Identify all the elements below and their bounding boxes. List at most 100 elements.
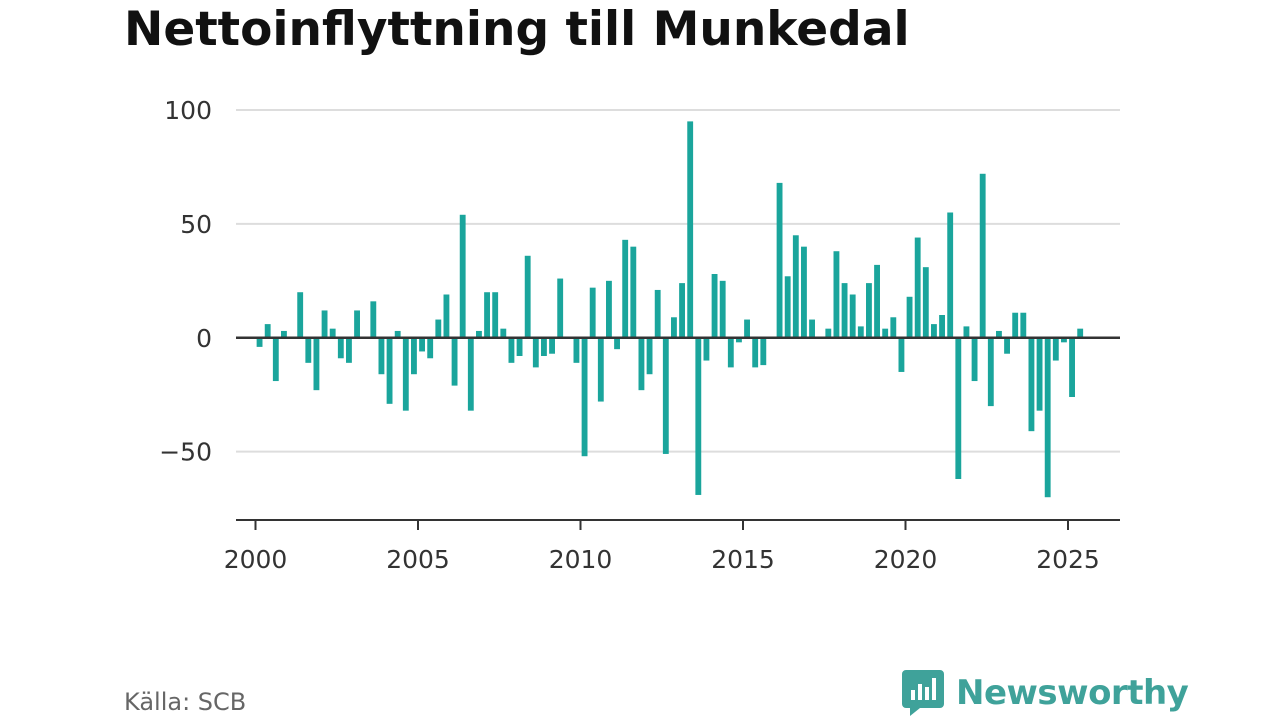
bar-2024-q3 (1052, 337, 1059, 361)
bar-2017-q4 (833, 251, 840, 338)
bar-2020-q1 (906, 296, 913, 338)
bar-2016-q3 (792, 235, 799, 338)
bar-2017-q1 (809, 319, 815, 338)
bar-2013-q4 (703, 337, 710, 361)
brand-name: Newsworthy (956, 673, 1189, 713)
bar-2019-q1 (874, 264, 880, 338)
bar-2000-q1 (256, 337, 263, 347)
bar-2008-q1 (516, 337, 523, 356)
bar-2019-q2 (882, 328, 889, 338)
bar-2005-q2 (427, 337, 434, 359)
bar-2007-q1 (484, 292, 490, 338)
bar-2002-q2 (329, 328, 336, 338)
bar-2013-q3 (695, 337, 702, 495)
bar-2006-q2 (459, 214, 466, 338)
bar-2020-q4 (931, 324, 937, 338)
bar-2007-q3 (500, 328, 507, 338)
bar-2005-q1 (419, 337, 425, 352)
tick-labels: −50 0 50 100 2000 2005 2010 2015 2020 2025 (159, 96, 1100, 574)
bar-2011-q2 (622, 239, 629, 338)
bar-2016-q4 (801, 246, 807, 338)
axes (236, 336, 1120, 530)
bar-2000-q4 (281, 330, 287, 338)
bar-2013-q2 (687, 121, 694, 338)
chart-title: Nettoinflyttning till Munkedal (124, 2, 910, 57)
bar-2006-q1 (451, 337, 458, 386)
bar-2022-q2 (979, 173, 986, 338)
bar-2008-q4 (541, 337, 547, 356)
source-note: Källa: SCB (124, 688, 247, 716)
y-tick-label: 0 (196, 324, 212, 353)
bar-2000-q3 (272, 337, 279, 382)
y-tick-label: −50 (159, 438, 212, 467)
bar-2013-q1 (679, 283, 685, 338)
x-tick-label: 2000 (224, 545, 288, 574)
bar-2021-q3 (955, 337, 962, 479)
x-tick-label: 2025 (1036, 545, 1100, 574)
bar-2007-q4 (508, 337, 515, 363)
bar-2019-q4 (898, 337, 905, 372)
bar-2019-q3 (890, 317, 897, 338)
bar-2008-q3 (532, 337, 539, 368)
bar-2021-q2 (947, 212, 954, 338)
bar-2017-q3 (825, 328, 832, 338)
bar-2008-q2 (524, 255, 531, 338)
bar-2018-q2 (849, 294, 856, 338)
bar-2018-q3 (857, 326, 864, 338)
bar-2023-q4 (1028, 337, 1035, 432)
bar-2014-q3 (727, 337, 734, 368)
bar-2002-q4 (346, 337, 352, 363)
bar-2009-q1 (549, 337, 555, 354)
bar-2020-q2 (914, 237, 921, 338)
brand-logo: Newsworthy (902, 670, 1189, 716)
bar-2004-q3 (402, 337, 409, 411)
bar-2023-q3 (1020, 312, 1027, 338)
bar-2024-q1 (1036, 337, 1043, 411)
bar-2003-q1 (354, 310, 360, 338)
bar-2010-q3 (597, 337, 604, 402)
bar-2023-q2 (1012, 312, 1019, 338)
y-tick-label: 50 (180, 210, 212, 239)
bar-2025-q1 (1069, 337, 1075, 397)
bar-2006-q4 (476, 330, 482, 338)
y-tick-label: 100 (164, 96, 212, 125)
bar-2022-q1 (971, 337, 978, 382)
bar-2022-q4 (996, 330, 1002, 338)
bar-2015-q2 (752, 337, 759, 368)
bar-2014-q1 (711, 274, 718, 338)
gridlines (236, 109, 1120, 453)
bar-2016-q1 (776, 182, 783, 338)
bar-2012-q1 (646, 337, 653, 375)
bar-2002-q3 (337, 337, 344, 359)
bar-2010-q2 (589, 287, 596, 338)
bar-2016-q2 (784, 276, 791, 338)
bar-2006-q3 (467, 337, 474, 411)
bars (256, 121, 1084, 498)
bar-2004-q2 (394, 330, 401, 338)
bar-2011-q1 (614, 337, 620, 350)
bar-2024-q2 (1044, 337, 1051, 498)
x-tick-label: 2010 (549, 545, 613, 574)
bar-2005-q4 (443, 294, 450, 338)
bar-2009-q2 (557, 278, 564, 338)
bar-2010-q1 (581, 337, 588, 457)
bar-2003-q4 (378, 337, 385, 375)
x-tick-label: 2020 (874, 545, 938, 574)
bar-2014-q4 (736, 337, 742, 343)
bar-2022-q3 (987, 337, 994, 407)
x-tick-label: 2005 (386, 545, 450, 574)
bar-2023-q1 (1004, 337, 1010, 354)
x-tick-label: 2015 (711, 545, 775, 574)
bar-2007-q2 (492, 292, 499, 338)
bar-2005-q3 (435, 319, 442, 338)
bar-2001-q2 (297, 292, 304, 338)
bar-2018-q4 (866, 283, 872, 338)
bar-2020-q3 (922, 267, 929, 338)
bar-2002-q1 (321, 310, 328, 338)
bar-2003-q3 (370, 301, 377, 338)
bar-2009-q4 (573, 337, 580, 363)
bar-2012-q4 (671, 317, 677, 338)
bar-2025-q2 (1077, 328, 1084, 338)
bar-2011-q4 (638, 337, 645, 391)
